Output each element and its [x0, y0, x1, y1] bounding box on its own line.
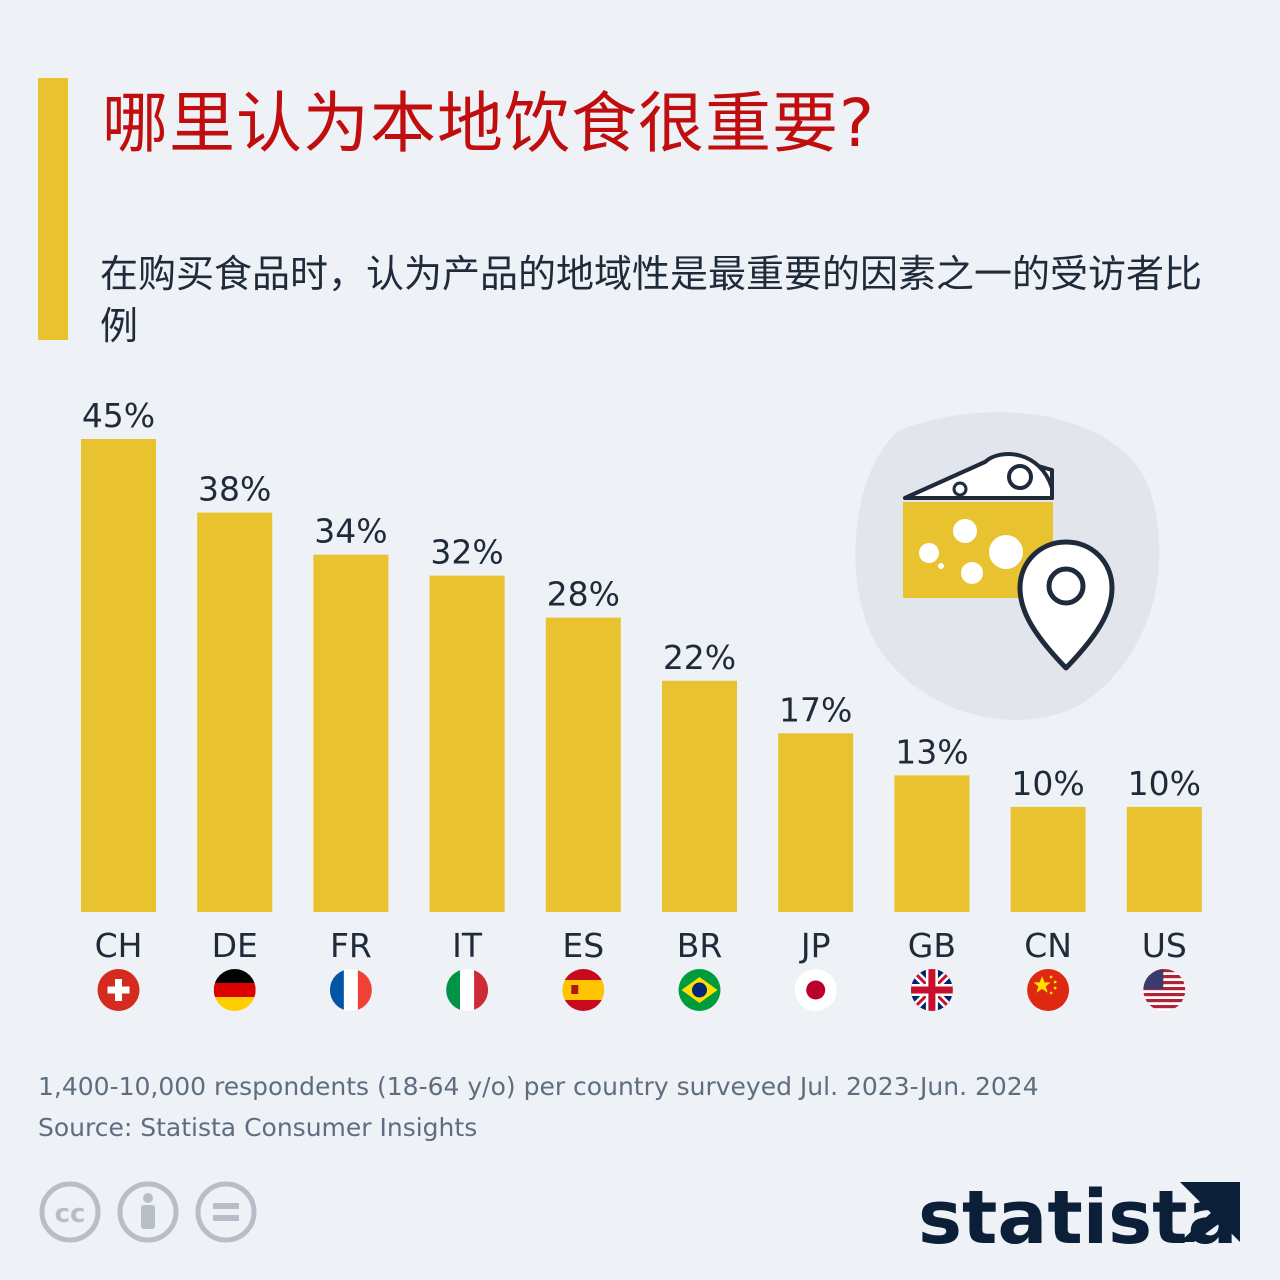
- category-label: IT: [452, 926, 483, 965]
- page-title: 哪里认为本地饮食很重要?: [102, 85, 876, 162]
- bar-ch: [81, 439, 156, 912]
- cheese-icon: [903, 452, 1054, 598]
- bar-fr: [313, 554, 389, 912]
- cheese-location-illustration: [855, 412, 1160, 720]
- category-label: GB: [908, 926, 956, 965]
- bar-jp: [778, 733, 854, 912]
- license-icons: cc: [39, 1181, 257, 1243]
- source-note: Source: Statista Consumer Insights: [38, 1113, 478, 1142]
- statista-wordmark: statista: [918, 1175, 1237, 1258]
- uk-flag-icon: [910, 969, 953, 1011]
- creative-commons-icon: cc: [39, 1181, 101, 1243]
- brazil-flag-icon: [678, 969, 721, 1011]
- value-label: 32%: [430, 533, 503, 572]
- china-flag-icon: [1027, 969, 1070, 1011]
- bar-cn: [1010, 806, 1086, 912]
- category-label: CN: [1024, 926, 1072, 965]
- category-label: DE: [212, 926, 258, 965]
- category-label: BR: [677, 926, 723, 965]
- category-label: JP: [799, 926, 831, 965]
- footnote: 1,400-10,000 respondents (18-64 y/o) per…: [38, 1066, 1039, 1148]
- value-label: 22%: [663, 638, 736, 677]
- france-flag-icon: [329, 969, 372, 1011]
- category-label: CH: [95, 926, 143, 965]
- value-label: 10%: [1011, 764, 1084, 803]
- bar-gb: [894, 775, 970, 912]
- usa-flag-icon: [1143, 969, 1186, 1011]
- statista-logo: statista: [918, 1175, 1240, 1258]
- category-label: ES: [562, 926, 604, 965]
- sample-note: 1,400-10,000 respondents (18-64 y/o) per…: [38, 1072, 1039, 1101]
- location-pin-icon: [1017, 539, 1115, 671]
- value-label: 17%: [779, 690, 852, 729]
- category-label: US: [1142, 926, 1187, 965]
- japan-flag-icon: [794, 969, 837, 1011]
- bar-it: [429, 575, 505, 912]
- value-label: 10%: [1128, 764, 1201, 803]
- bar-us: [1126, 806, 1202, 912]
- switzerland-flag-icon: [97, 969, 140, 1011]
- bar-es: [545, 617, 621, 912]
- germany-flag-icon: [213, 969, 256, 1011]
- svg-text:cc: cc: [55, 1199, 86, 1229]
- category-label: FR: [330, 926, 372, 965]
- bar-de: [197, 512, 273, 912]
- value-label: 13%: [895, 732, 968, 771]
- spain-flag-icon: [562, 969, 605, 1011]
- bar-br: [662, 680, 737, 912]
- italy-flag-icon: [446, 969, 489, 1011]
- bar-chart: 45% CH 38% DE 34% FR 32% IT 28% ES 22% BR 17% JP 13% GB…: [81, 396, 1202, 1011]
- chart-subtitle: 在购买食品时，认为产品的地域性是最重要的因素之一的受访者比例: [100, 252, 1203, 348]
- value-label: 45%: [82, 396, 155, 435]
- value-label: 28%: [547, 575, 620, 614]
- value-label: 38%: [198, 470, 271, 509]
- accent-bar: [38, 78, 68, 340]
- no-derivatives-icon: [195, 1181, 257, 1243]
- attribution-icon: [117, 1181, 179, 1243]
- value-label: 34%: [314, 512, 387, 551]
